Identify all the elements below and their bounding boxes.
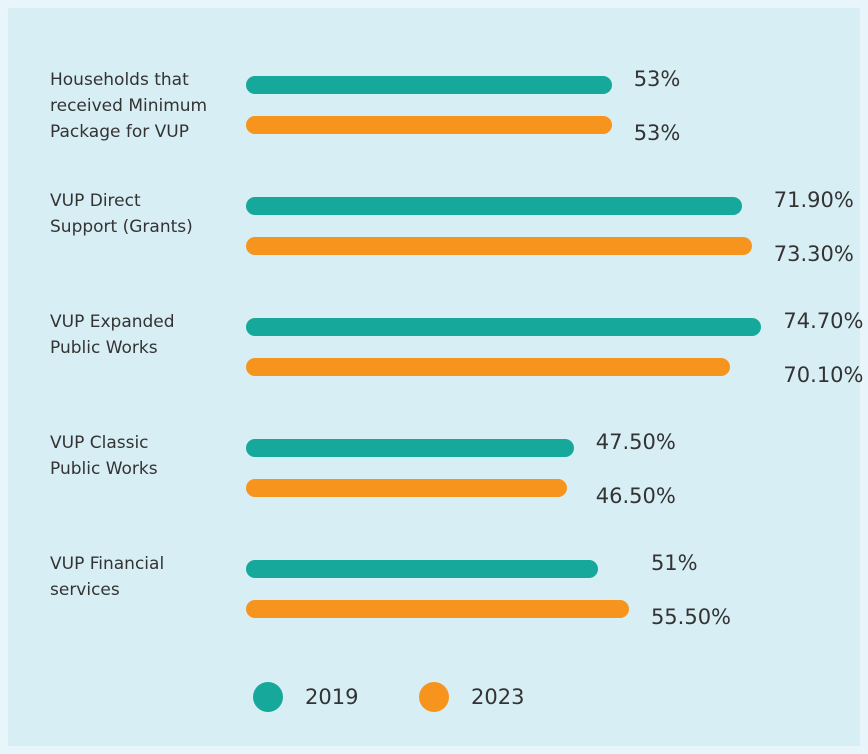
value-label: 70.10%	[783, 363, 864, 387]
value-label: 74.70%	[783, 309, 864, 333]
category-label: VUP Direct Support (Grants)	[50, 191, 193, 237]
legend-label: 2019	[305, 685, 359, 709]
bar	[246, 600, 629, 618]
bar	[246, 237, 752, 255]
bar	[246, 439, 574, 457]
value-label: 73.30%	[773, 242, 854, 266]
bar	[246, 76, 612, 94]
legend-swatch	[419, 682, 449, 712]
value-label: 47.50%	[595, 430, 676, 454]
category-label: Households that received Minimum Package…	[50, 70, 208, 142]
bar	[246, 318, 762, 336]
category-label: VUP Expanded Public Works	[50, 312, 175, 358]
bar	[246, 197, 743, 215]
value-label: 71.90%	[773, 188, 854, 212]
value-label: 46.50%	[595, 484, 676, 508]
value-label: 53%	[633, 121, 681, 145]
bar	[246, 358, 730, 376]
value-label: 53%	[633, 67, 681, 91]
category-label: VUP Financial services	[50, 554, 165, 600]
bar	[246, 560, 598, 578]
bar	[246, 116, 612, 134]
legend-label: 2023	[471, 685, 525, 709]
legend-swatch	[253, 682, 283, 712]
value-label: 51%	[650, 551, 698, 575]
value-label: 55.50%	[650, 605, 732, 629]
category-label: VUP Classic Public Works	[50, 433, 158, 479]
bar	[246, 479, 567, 497]
